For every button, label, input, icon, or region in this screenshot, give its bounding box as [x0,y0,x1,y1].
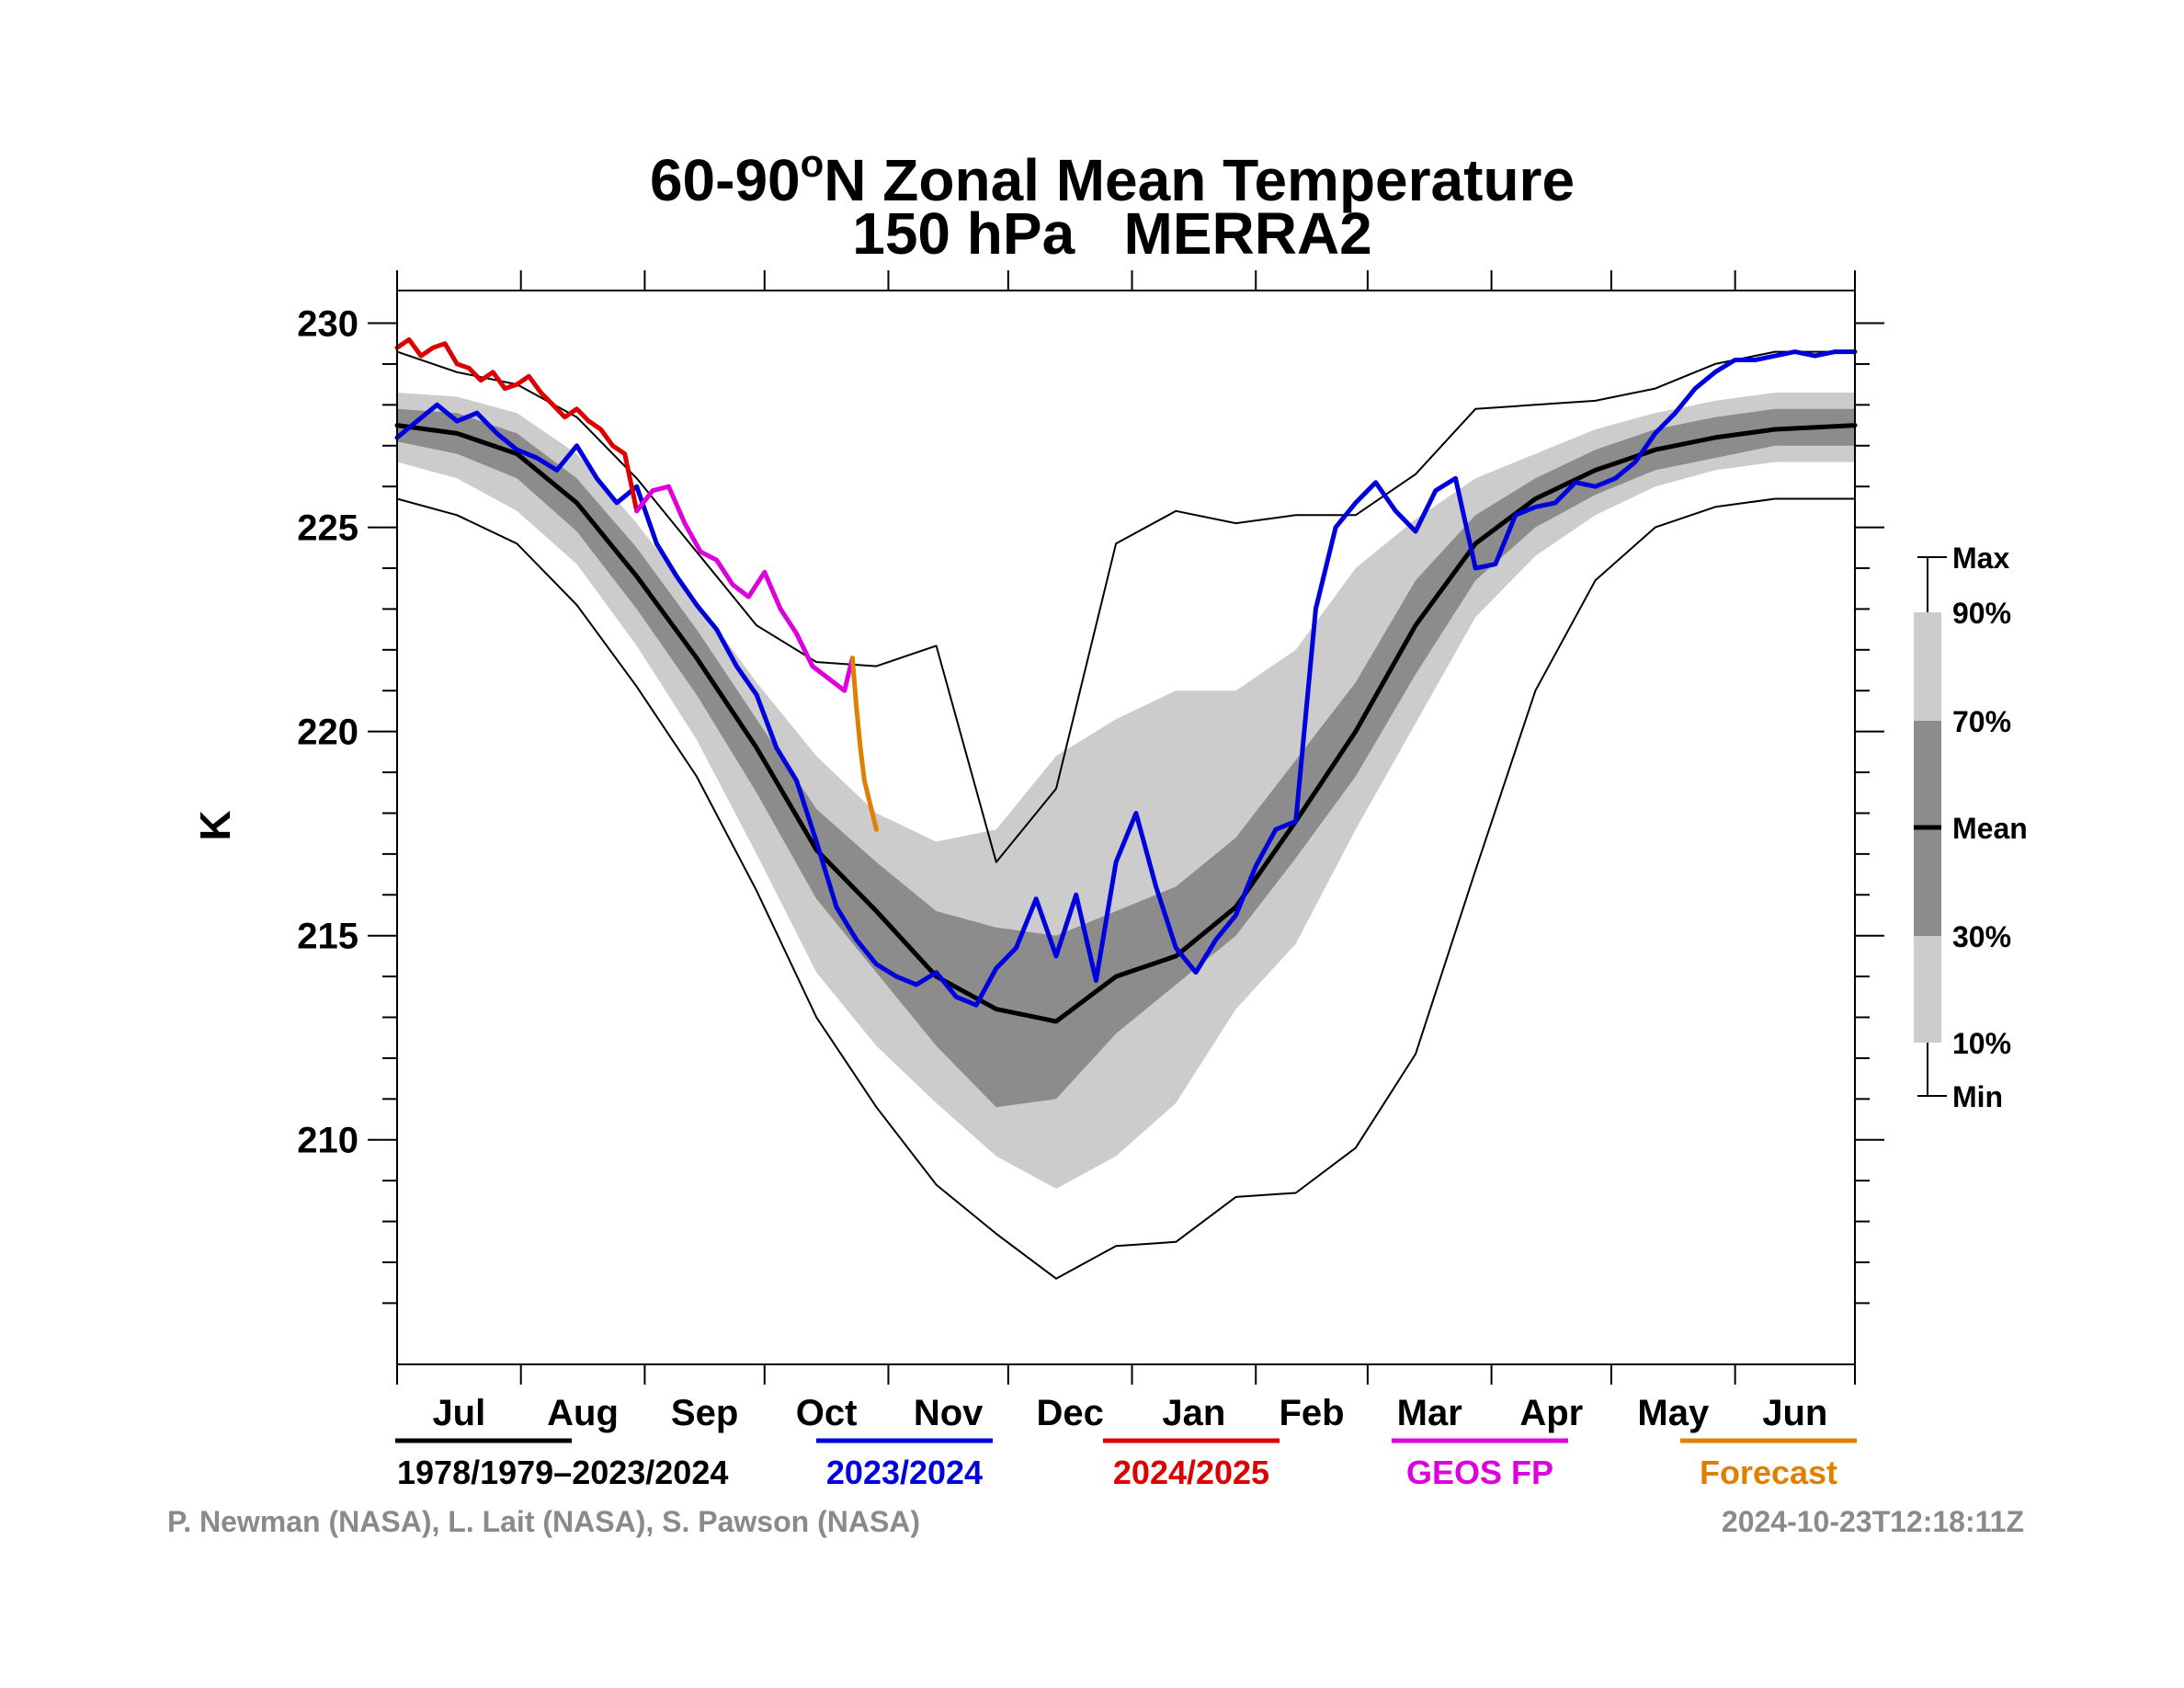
key-label-max: Max [1952,542,2009,575]
x-tick-label: Jun [1762,1393,1827,1433]
x-tick-label: Nov [914,1393,984,1433]
chart-title-rest: N Zonal Mean Temperature [824,147,1575,213]
key-label-p10: 10% [1952,1027,2011,1060]
data-lines [394,336,1858,1280]
percentile-key: Max 90% 70% Mean 30% 10% Min [1914,542,2028,1113]
y-tick-label: 230 [297,304,358,345]
chart-subtitle: 150 hPa MERRA2 [852,200,1372,267]
credits-authors: P. Newman (NASA), L. Lait (NASA), S. Paw… [167,1505,920,1538]
key-label-mean: Mean [1952,812,2028,845]
chart-title: 60-90oN Zonal Mean Temperature [650,142,1575,213]
x-tick-label: Jul [432,1393,485,1433]
plot-axes: 210 215 220 225 230 Jul Aug Sep Oct Nov Dec Jan Feb M… [297,270,1884,1433]
x-tick-label: Aug [547,1393,619,1433]
plot-frame [396,290,1856,1365]
x-tick-label: Oct [796,1393,858,1433]
series-geos-fp-line [634,484,855,693]
key-label-p90: 90% [1952,597,2011,630]
y-tick-label: 225 [297,508,358,549]
chart-title-prefix: 60-90 [650,147,801,213]
y-tick-label: 220 [297,713,358,753]
legend-label-2: 2024/2025 [1113,1454,1269,1491]
band-30-70 [397,408,1855,1108]
x-tick-label: Jan [1162,1393,1225,1433]
y-tick-label: 215 [297,917,358,957]
series-legend: 1978/1979–2023/2024 2023/2024 2024/2025 GEO… [395,1438,1857,1491]
key-label-p30: 30% [1952,920,2011,953]
climatology-mean-line [394,423,1858,1024]
x-tick-label: Feb [1279,1393,1344,1433]
series-2023-2024-line [394,349,1858,1008]
series-2024-2025-line [394,336,640,514]
x-tick-label: Dec [1036,1393,1103,1433]
x-tick-label: Apr [1519,1393,1583,1433]
x-tick-label: Mar [1397,1393,1462,1433]
band-10-90 [397,393,1855,1189]
chart-title-degree: o [801,142,825,185]
credits-timestamp: 2024-10-23T12:18:11Z [1722,1505,2024,1538]
x-tick-label: May [1637,1393,1710,1433]
record-min-line [396,497,1856,1280]
y-axis-label: K [191,810,239,840]
legend-label-0: 1978/1979–2023/2024 [397,1454,728,1491]
legend-label-4: Forecast [1700,1454,1837,1491]
series-forecast-line [849,656,879,832]
key-band-70-90 [1914,612,1941,721]
key-label-min: Min [1952,1080,2003,1113]
key-label-p70: 70% [1952,705,2011,738]
legend-label-3: GEOS FP [1406,1454,1553,1491]
record-max-line [396,350,1856,863]
key-band-10-30 [1914,936,1941,1043]
x-tick-label: Sep [671,1393,738,1433]
legend-label-1: 2023/2024 [826,1454,983,1491]
y-tick-label: 210 [297,1121,358,1161]
percentile-bands [397,393,1855,1189]
